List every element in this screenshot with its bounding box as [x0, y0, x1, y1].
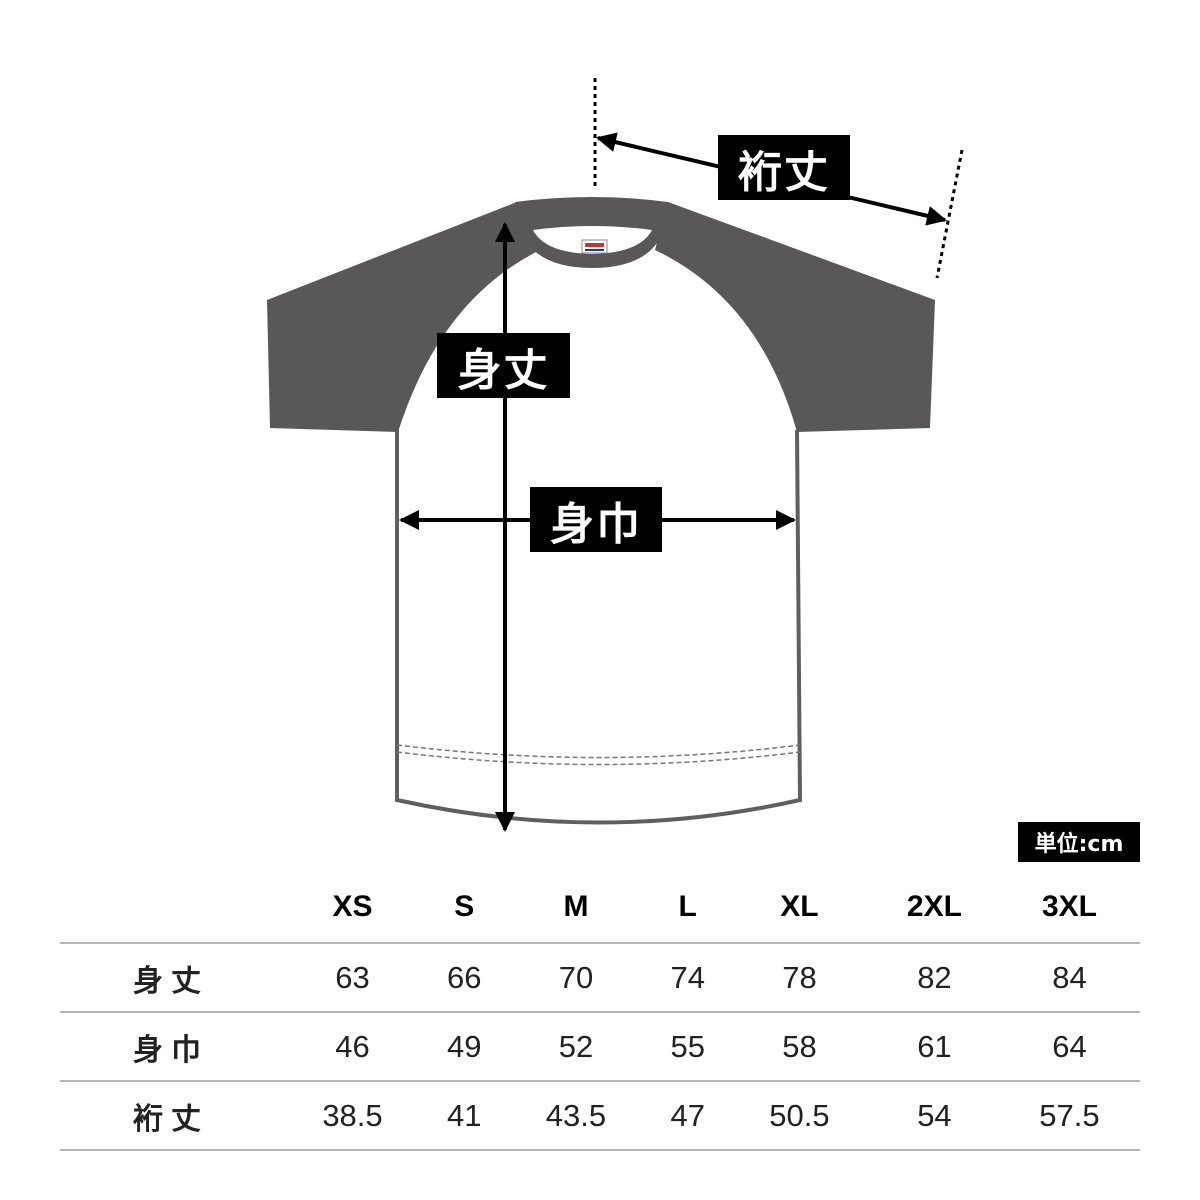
row-label: 身巾 [60, 1011, 282, 1081]
sleeve-length-label: 裄丈 [718, 135, 850, 200]
hem-stitch [396, 751, 801, 766]
size-header: 3XL [1041, 890, 1097, 923]
cell-value: 63 [282, 942, 423, 1012]
cell-value: 84 [998, 942, 1140, 1012]
cell-value: 52 [505, 1011, 647, 1081]
cell-value: 46 [282, 1011, 423, 1081]
table-header: XS S M L XL 2XL 3XL [60, 872, 1140, 943]
cell-value: 50.5 [728, 1080, 870, 1151]
size-header: S [454, 890, 475, 923]
cell-value: 54 [869, 1080, 999, 1151]
cell-value: 66 [422, 942, 506, 1012]
table-row: 裄丈 38.5 41 43.5 47 50.5 54 57.5 [60, 1080, 1140, 1151]
cell-value: 43.5 [505, 1080, 647, 1151]
cell-value: 38.5 [282, 1080, 423, 1151]
table-row: 身丈 63 66 70 74 78 82 84 [60, 942, 1140, 1012]
size-header: XL [780, 890, 819, 923]
cell-value: 49 [422, 1011, 506, 1081]
cell-value: 78 [728, 942, 870, 1012]
cell-value: 58 [728, 1011, 870, 1081]
cell-value: 47 [646, 1080, 729, 1151]
body-width-label: 身巾 [530, 487, 662, 552]
cell-value: 74 [646, 942, 729, 1012]
dotted-guide [935, 149, 964, 279]
right-sleeve [655, 202, 935, 432]
row-label: 身丈 [60, 942, 282, 1012]
tshirt-diagram [267, 78, 964, 832]
row-label: 裄丈 [60, 1080, 282, 1151]
cell-value: 41 [422, 1080, 506, 1151]
size-header: M [563, 890, 589, 923]
hem-stitch [396, 744, 801, 759]
cell-value: 82 [869, 942, 999, 1012]
cell-value: 61 [869, 1011, 999, 1081]
cell-value: 57.5 [998, 1080, 1140, 1151]
size-table: XS S M L XL 2XL 3XL 身丈 63 66 70 74 78 82 84 身巾 46… [60, 872, 1140, 1151]
table-row: 身巾 46 49 52 55 58 61 64 [60, 1011, 1140, 1081]
body-length-label: 身丈 [437, 333, 570, 398]
size-header: 2XL [906, 890, 962, 923]
cell-value: 70 [505, 942, 647, 1012]
size-header: L [678, 890, 697, 923]
unit-badge: 単位:cm [1018, 822, 1140, 862]
cell-value: 64 [998, 1011, 1140, 1081]
cell-value: 55 [646, 1011, 729, 1081]
left-sleeve [267, 202, 540, 432]
size-header: XS [332, 890, 373, 923]
